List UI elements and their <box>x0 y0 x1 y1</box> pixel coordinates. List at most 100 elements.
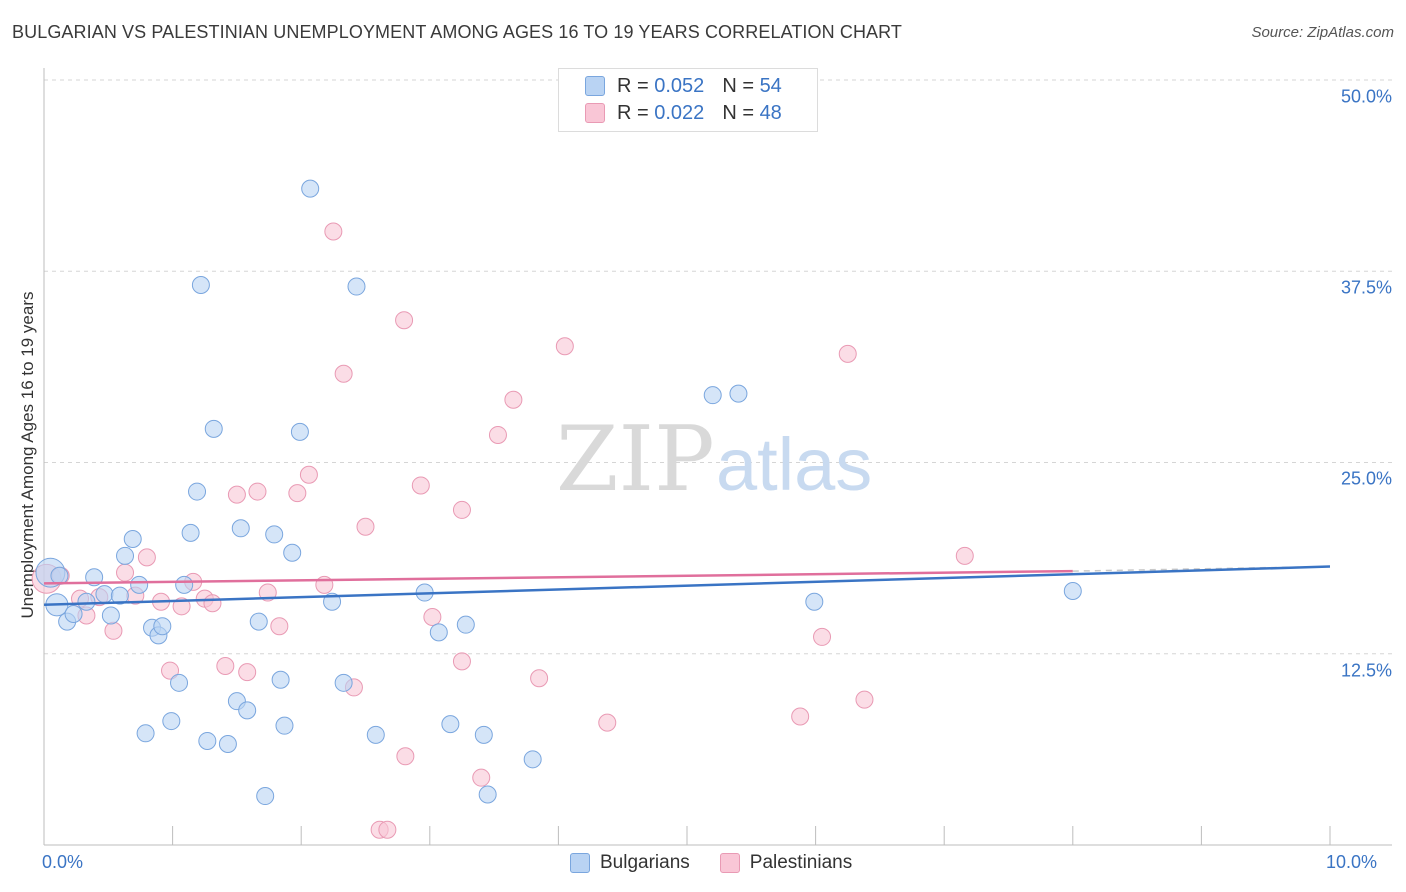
palestinians-point <box>288 484 307 503</box>
palestinians-point <box>488 425 507 444</box>
palestinians-trend-line <box>43 569 1073 585</box>
bulgarians-point <box>162 712 181 731</box>
bulgarians-point <box>334 673 353 692</box>
palestinians-point <box>378 820 397 839</box>
bulgarians-point <box>456 615 475 634</box>
palestinians-point <box>356 517 375 536</box>
palestinians-point <box>838 344 857 363</box>
bulgarians-point <box>366 725 385 744</box>
palestinians-point <box>116 563 135 582</box>
gridlines <box>44 79 1392 655</box>
n-label: N = <box>722 101 754 124</box>
legend-item-bulgarians[interactable]: Bulgarians <box>570 852 690 874</box>
series-legend: Bulgarians Palestinians <box>570 852 882 874</box>
palestinians-swatch <box>585 103 605 123</box>
bulgarians-point <box>256 787 275 806</box>
correlation-legend: R = 0.052 N = 54 R = 0.022 N = 48 <box>558 68 818 132</box>
bulgarians-point <box>110 586 129 605</box>
bulgarians-point <box>218 735 237 754</box>
y-tick-label: 50.0% <box>1340 86 1392 107</box>
bulgarians-point <box>116 546 135 565</box>
bulgarians-point <box>429 623 448 642</box>
bulgarians-point <box>123 530 142 548</box>
bulgarians-point <box>275 716 294 735</box>
r-label: R = <box>617 74 649 97</box>
bulgarians-point <box>204 419 223 438</box>
bulgarians-point <box>191 276 210 295</box>
palestinians-point <box>955 546 974 565</box>
bulgarians-point <box>1063 582 1082 601</box>
palestinians-point <box>227 485 246 504</box>
bulgarians-point <box>181 523 200 542</box>
palestinians-point <box>555 337 574 356</box>
bulgarians-point <box>805 592 824 611</box>
bulgarians-point <box>347 277 366 296</box>
legend-item-palestinians[interactable]: Palestinians <box>719 852 853 874</box>
bulgarians-point <box>77 592 96 611</box>
palestinians-point <box>161 661 180 680</box>
bulgarians-point <box>64 604 83 623</box>
palestinians-point <box>423 608 442 627</box>
bulgarians-point <box>283 543 302 562</box>
palestinians-point <box>395 311 414 330</box>
n-label: N = <box>722 74 754 97</box>
chart-title: BULGARIAN VS PALESTINIAN UNEMPLOYMENT AM… <box>12 22 903 42</box>
palestinians-point <box>334 364 353 383</box>
bulgarians-point <box>474 725 493 744</box>
bulgarians-point <box>231 519 250 538</box>
watermark-zip: ZIP <box>556 407 715 512</box>
bulgarians-point <box>175 575 194 594</box>
watermark-atlas: atlas <box>716 423 872 506</box>
palestinians-point <box>472 768 491 787</box>
palestinians-point <box>104 621 123 640</box>
palestinians-point <box>504 390 523 409</box>
bulgarians-point <box>441 715 460 734</box>
palestinians-point <box>598 713 617 732</box>
bulgarians-point <box>198 731 217 750</box>
palestinians-n-value: 48 <box>759 101 782 124</box>
bulgarians-point <box>95 585 114 604</box>
bulgarians-point <box>153 617 172 636</box>
palestinians-point <box>411 476 430 495</box>
legend-row-palestinians: R = 0.022 N = 48 <box>585 100 782 126</box>
palestinians-point <box>396 747 415 766</box>
y-tick-label: 37.5% <box>1340 277 1392 298</box>
palestinians-point <box>452 652 471 671</box>
bulgarians-point <box>170 673 189 692</box>
bulgarians-legend-label: Bulgarians <box>600 852 690 873</box>
palestinians-legend-swatch <box>719 853 740 873</box>
axes <box>43 68 1392 846</box>
bulgarians-swatch <box>585 76 605 96</box>
y-tick-label: 25.0% <box>1340 468 1392 489</box>
legend-row-bulgarians: R = 0.052 N = 54 <box>585 73 782 99</box>
palestinians-point <box>452 500 471 519</box>
bulgarians-point <box>238 701 257 720</box>
palestinians-point <box>791 707 810 726</box>
bulgarians-n-value: 54 <box>759 74 782 97</box>
palestinians-point <box>270 617 289 636</box>
palestinians-point <box>216 656 235 675</box>
palestinians-point <box>248 482 267 501</box>
bulgarians-trend-line <box>43 565 1331 607</box>
bulgarians-point <box>101 606 120 625</box>
r-label: R = <box>617 101 649 124</box>
bulgarians-point <box>290 422 309 441</box>
palestinians-point <box>855 690 874 709</box>
palestinians-point <box>238 663 257 682</box>
bulgarians-point <box>523 750 542 769</box>
bulgarians-point <box>188 482 207 501</box>
palestinians-point <box>299 465 318 484</box>
bulgarians-point <box>249 612 268 631</box>
bulgarians-point <box>130 575 149 594</box>
bulgarians-point <box>478 785 497 804</box>
bulgarians-legend-swatch <box>570 853 590 873</box>
bulgarians-point <box>265 525 284 544</box>
palestinians-points <box>31 222 974 839</box>
palestinians-point <box>203 594 222 613</box>
palestinians-point <box>137 548 156 567</box>
palestinians-point <box>530 669 549 688</box>
bulgarians-r-value: 0.052 <box>654 74 705 97</box>
trend-lines <box>43 565 1331 607</box>
palestinians-legend-label: Palestinians <box>749 852 853 873</box>
